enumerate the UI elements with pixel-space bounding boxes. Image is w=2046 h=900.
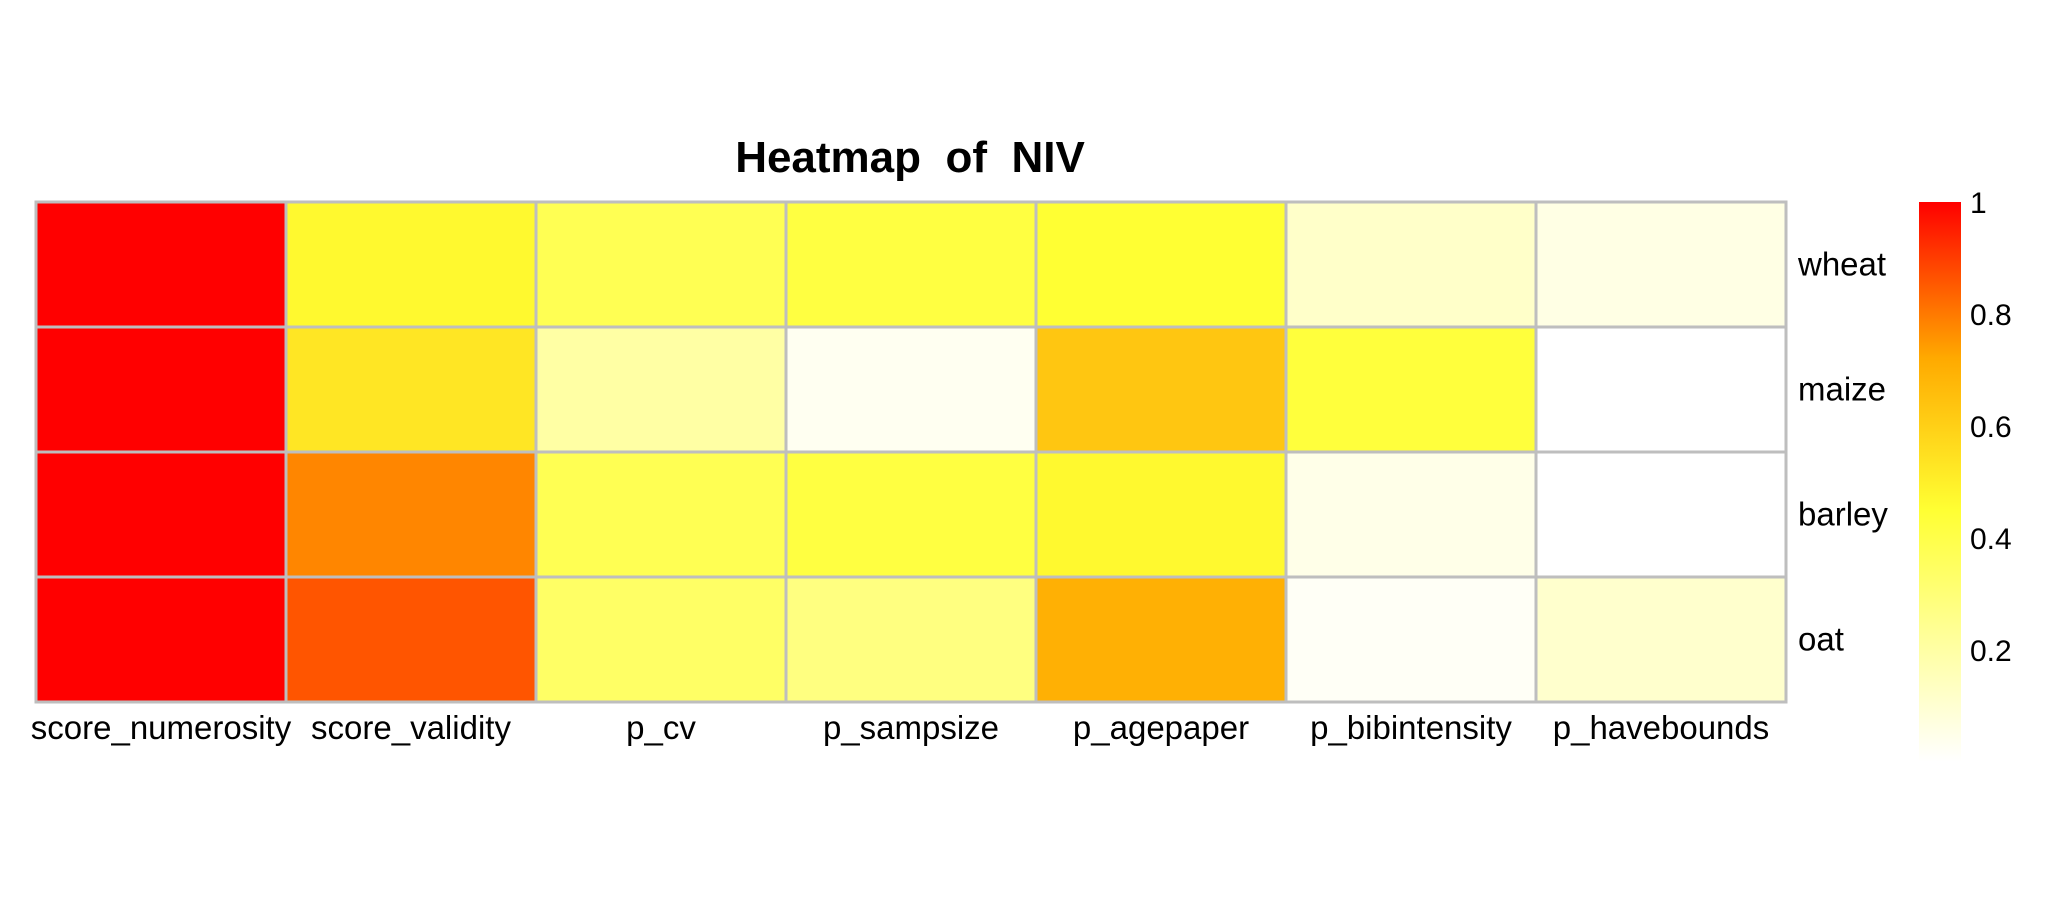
heatmap-cell-wheat-p_havebounds	[1534, 200, 1788, 329]
column-label: score_validity	[311, 709, 511, 746]
heatmap-cell-oat-p_cv	[534, 575, 788, 704]
heatmap-cell-maize-score_numerosity	[34, 325, 288, 454]
row-label: barley	[1798, 496, 1888, 533]
heatmap-cell-maize-p_agepaper	[1034, 325, 1288, 454]
heatmap-cell-barley-p_bibintensity	[1284, 450, 1538, 579]
column-label: score_numerosity	[31, 709, 292, 746]
row-label: oat	[1798, 621, 1844, 658]
heatmap-cell-wheat-score_numerosity	[34, 200, 288, 329]
heatmap-cell-barley-score_numerosity	[34, 450, 288, 579]
heatmap-cell-barley-p_agepaper	[1034, 450, 1288, 579]
column-label: p_cv	[626, 709, 696, 746]
colorbar	[1919, 202, 1961, 762]
chart-title: Heatmap of NIV	[735, 133, 1085, 182]
heatmap-cells	[34, 200, 1788, 704]
heatmap-cell-wheat-p_sampsize	[784, 200, 1038, 329]
heatmap-cell-maize-score_validity	[284, 325, 538, 454]
heatmap-cell-barley-score_validity	[284, 450, 538, 579]
heatmap-cell-wheat-p_agepaper	[1034, 200, 1288, 329]
heatmap-cell-wheat-p_cv	[534, 200, 788, 329]
heatmap-cell-oat-p_havebounds	[1534, 575, 1788, 704]
column-label: p_havebounds	[1553, 709, 1770, 746]
column-labels: score_numerosity score_validity p_cv p_samp…	[31, 709, 1769, 746]
row-labels: wheat maize barley oat	[1797, 246, 1888, 658]
heatmap-cell-barley-p_havebounds	[1534, 450, 1788, 579]
column-label: p_bibintensity	[1310, 709, 1512, 746]
heatmap-cell-wheat-score_validity	[284, 200, 538, 329]
heatmap-cell-maize-p_havebounds	[1534, 325, 1788, 454]
colorbar-tick-label: 0.4	[1970, 523, 2012, 556]
heatmap-cell-maize-p_sampsize	[784, 325, 1038, 454]
column-label: p_sampsize	[823, 709, 999, 746]
column-label: p_agepaper	[1073, 709, 1249, 746]
colorbar-tick-label: 0.2	[1970, 635, 2012, 668]
heatmap-cell-oat-score_validity	[284, 575, 538, 704]
heatmap-cell-oat-p_sampsize	[784, 575, 1038, 704]
heatmap-cell-maize-p_cv	[534, 325, 788, 454]
heatmap-cell-oat-score_numerosity	[34, 575, 288, 704]
heatmap-cell-barley-p_sampsize	[784, 450, 1038, 579]
colorbar-tick-label: 0.6	[1970, 411, 2012, 444]
heatmap-cell-wheat-p_bibintensity	[1284, 200, 1538, 329]
colorbar-tick-label: 1	[1970, 187, 1987, 220]
row-label: wheat	[1797, 246, 1886, 283]
colorbar-gradient	[1919, 202, 1961, 762]
colorbar-tick-label: 0.8	[1970, 299, 2012, 332]
colorbar-ticks: 0.2 0.4 0.6 0.8 1	[1970, 187, 2012, 668]
heatmap-cell-oat-p_bibintensity	[1284, 575, 1538, 704]
heatmap-cell-oat-p_agepaper	[1034, 575, 1288, 704]
heatmap-cell-maize-p_bibintensity	[1284, 325, 1538, 454]
heatmap-cell-barley-p_cv	[534, 450, 788, 579]
row-label: maize	[1798, 371, 1886, 408]
